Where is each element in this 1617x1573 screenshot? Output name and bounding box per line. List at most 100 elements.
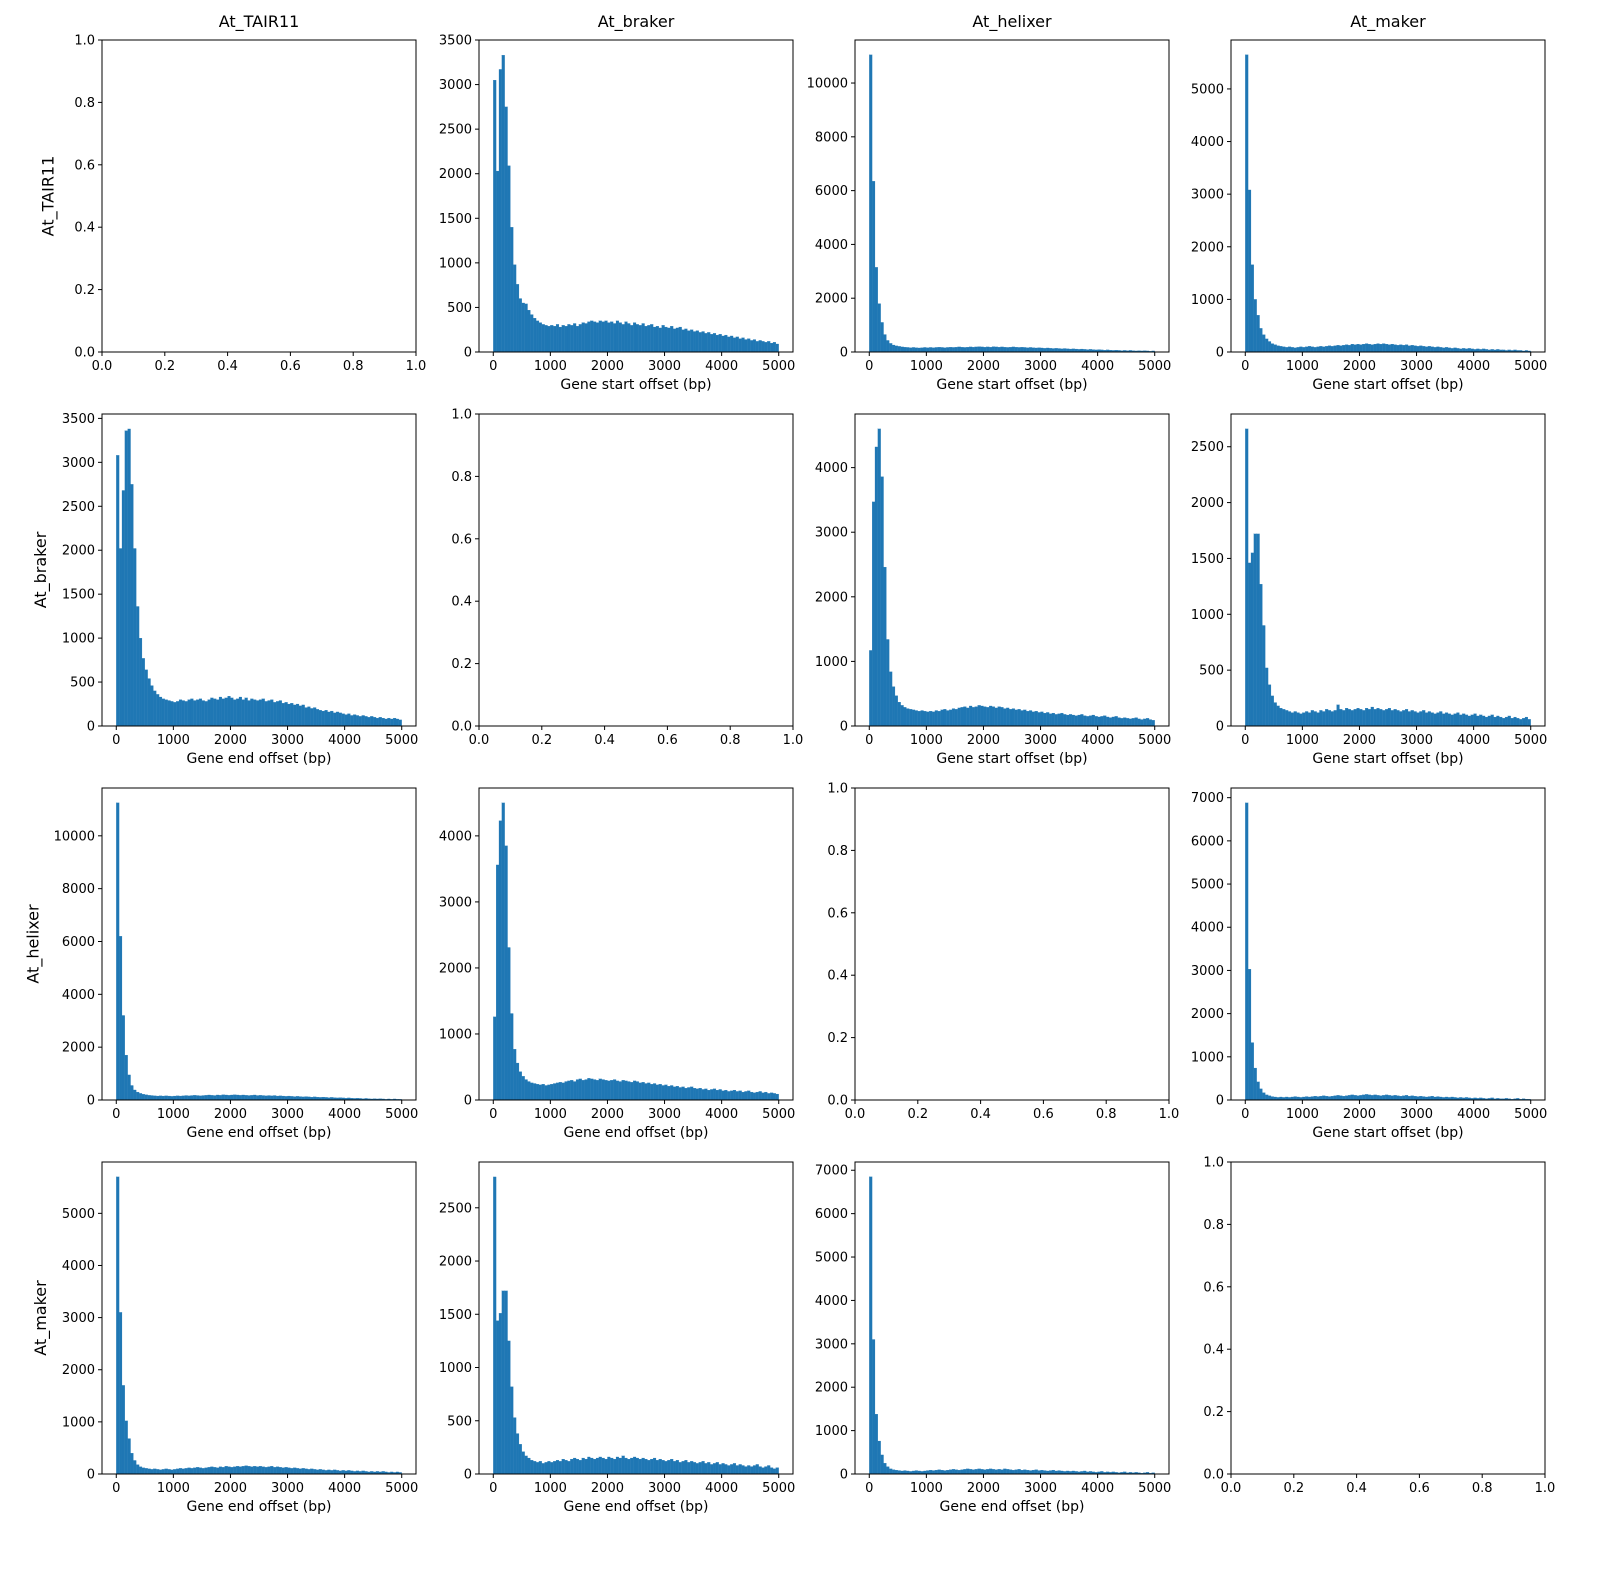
histogram-bar <box>227 1466 231 1475</box>
x-axis-label: Gene start offset (bp) <box>1312 1125 1463 1141</box>
histogram-bar <box>1385 709 1389 727</box>
histogram-bar <box>227 1095 231 1101</box>
histogram-bar <box>1123 717 1127 727</box>
histogram-bar <box>943 1470 947 1475</box>
histogram-bar <box>974 1469 978 1475</box>
histogram-bar <box>681 1086 685 1101</box>
x-tick-label: 0.8 <box>1472 1481 1493 1496</box>
histogram-bar <box>193 1467 197 1475</box>
histogram-bar <box>227 696 231 727</box>
histogram-bar <box>1333 1095 1337 1101</box>
histogram-bar <box>872 1339 876 1475</box>
x-tick-label: 1000 <box>910 359 943 374</box>
histogram-bar <box>940 709 944 727</box>
y-tick-label: 3500 <box>62 412 95 427</box>
y-tick-label: 2000 <box>62 1041 95 1056</box>
histogram-bar <box>1410 345 1414 353</box>
histogram-bar <box>633 1080 637 1101</box>
histogram-bar <box>1499 716 1503 727</box>
histogram-bar <box>715 1089 719 1101</box>
histogram-bar <box>1083 715 1087 727</box>
histogram-bar <box>1063 714 1067 727</box>
histogram-bar <box>971 347 975 353</box>
histogram-bar <box>1456 348 1460 353</box>
histogram-bar <box>775 343 779 353</box>
histogram-bar <box>966 707 970 727</box>
histogram-bar <box>530 314 534 353</box>
y-tick-label: 0 <box>1216 346 1224 361</box>
x-tick-label: 2000 <box>591 359 624 374</box>
histogram-bar <box>883 334 887 353</box>
y-tick-label: 1000 <box>1191 293 1224 308</box>
histogram-bar <box>293 704 297 727</box>
histogram-bar <box>770 1467 774 1475</box>
histogram-bar <box>613 323 617 353</box>
histogram-bar <box>690 329 694 353</box>
histogram-bar <box>164 1095 168 1101</box>
histogram-bar <box>378 717 382 727</box>
axes-frame <box>854 413 1170 727</box>
x-tick-label: 0.4 <box>970 1107 991 1122</box>
histogram-bar <box>1020 347 1024 353</box>
histogram-bar <box>767 1093 771 1101</box>
histogram-bar <box>181 1095 185 1101</box>
x-tick-label: 4000 <box>1457 733 1490 748</box>
x-tick-label: 3000 <box>1024 359 1057 374</box>
histogram-bar <box>707 1089 711 1101</box>
x-axis-label: Gene end offset (bp) <box>187 751 332 767</box>
histogram-bar <box>210 697 214 727</box>
histogram-bar <box>1444 347 1449 353</box>
histogram-bar <box>547 1461 551 1475</box>
histogram-bar <box>130 484 134 727</box>
histogram-bar <box>370 716 374 727</box>
histogram-bar <box>658 327 662 353</box>
histogram-bar <box>1319 346 1323 353</box>
histogram-bar <box>1345 1095 1349 1101</box>
histogram-bar <box>653 1457 657 1475</box>
x-tick-label: 0.8 <box>720 733 741 748</box>
histogram-bar <box>1524 716 1528 727</box>
histogram-bar <box>1265 338 1269 353</box>
histogram-bar <box>1416 1096 1420 1101</box>
histogram-bar <box>712 1463 717 1475</box>
histogram-bar <box>1342 345 1346 353</box>
histogram-bar <box>1447 713 1451 727</box>
x-tick-label: 2000 <box>967 733 1000 748</box>
histogram-bar <box>966 347 970 353</box>
histogram-bar <box>198 1467 203 1475</box>
histogram-bar <box>1479 714 1483 727</box>
histogram-bar <box>521 302 525 353</box>
histogram-bar <box>655 326 659 353</box>
histogram-bar <box>712 1088 717 1101</box>
histogram-bar <box>530 1460 534 1475</box>
histogram-bar <box>644 1458 648 1475</box>
histogram-bar <box>330 1470 334 1475</box>
histogram-bar <box>764 1091 768 1101</box>
histogram-bar <box>638 325 642 353</box>
histogram-bar <box>909 347 913 353</box>
histogram-bar <box>897 701 901 727</box>
histogram-bar <box>986 1469 990 1475</box>
histogram-bar <box>1305 711 1309 727</box>
histogram-bar <box>635 324 639 353</box>
histogram-bar <box>313 707 317 727</box>
histogram-bar <box>210 1466 214 1475</box>
histogram-bar <box>144 1468 148 1475</box>
histogram-bar <box>1074 715 1078 727</box>
histogram-bar <box>761 1467 765 1475</box>
y-tick-label: 0 <box>87 1094 95 1109</box>
histogram-bar <box>1459 714 1463 727</box>
x-tick-label: 5000 <box>1138 1481 1171 1496</box>
row-label: At_braker <box>31 531 51 608</box>
histogram-bar <box>991 1469 995 1475</box>
histogram-bar <box>501 55 505 353</box>
histogram-bar <box>872 181 876 353</box>
histogram-bar <box>718 334 722 353</box>
histogram-bar <box>538 1461 542 1475</box>
histogram-bar <box>1407 345 1411 353</box>
histogram-bar <box>658 1084 662 1101</box>
histogram-bar <box>367 717 371 727</box>
histogram-bar <box>315 709 320 727</box>
histogram-bar <box>994 346 998 353</box>
histogram-bar <box>1245 802 1249 1101</box>
